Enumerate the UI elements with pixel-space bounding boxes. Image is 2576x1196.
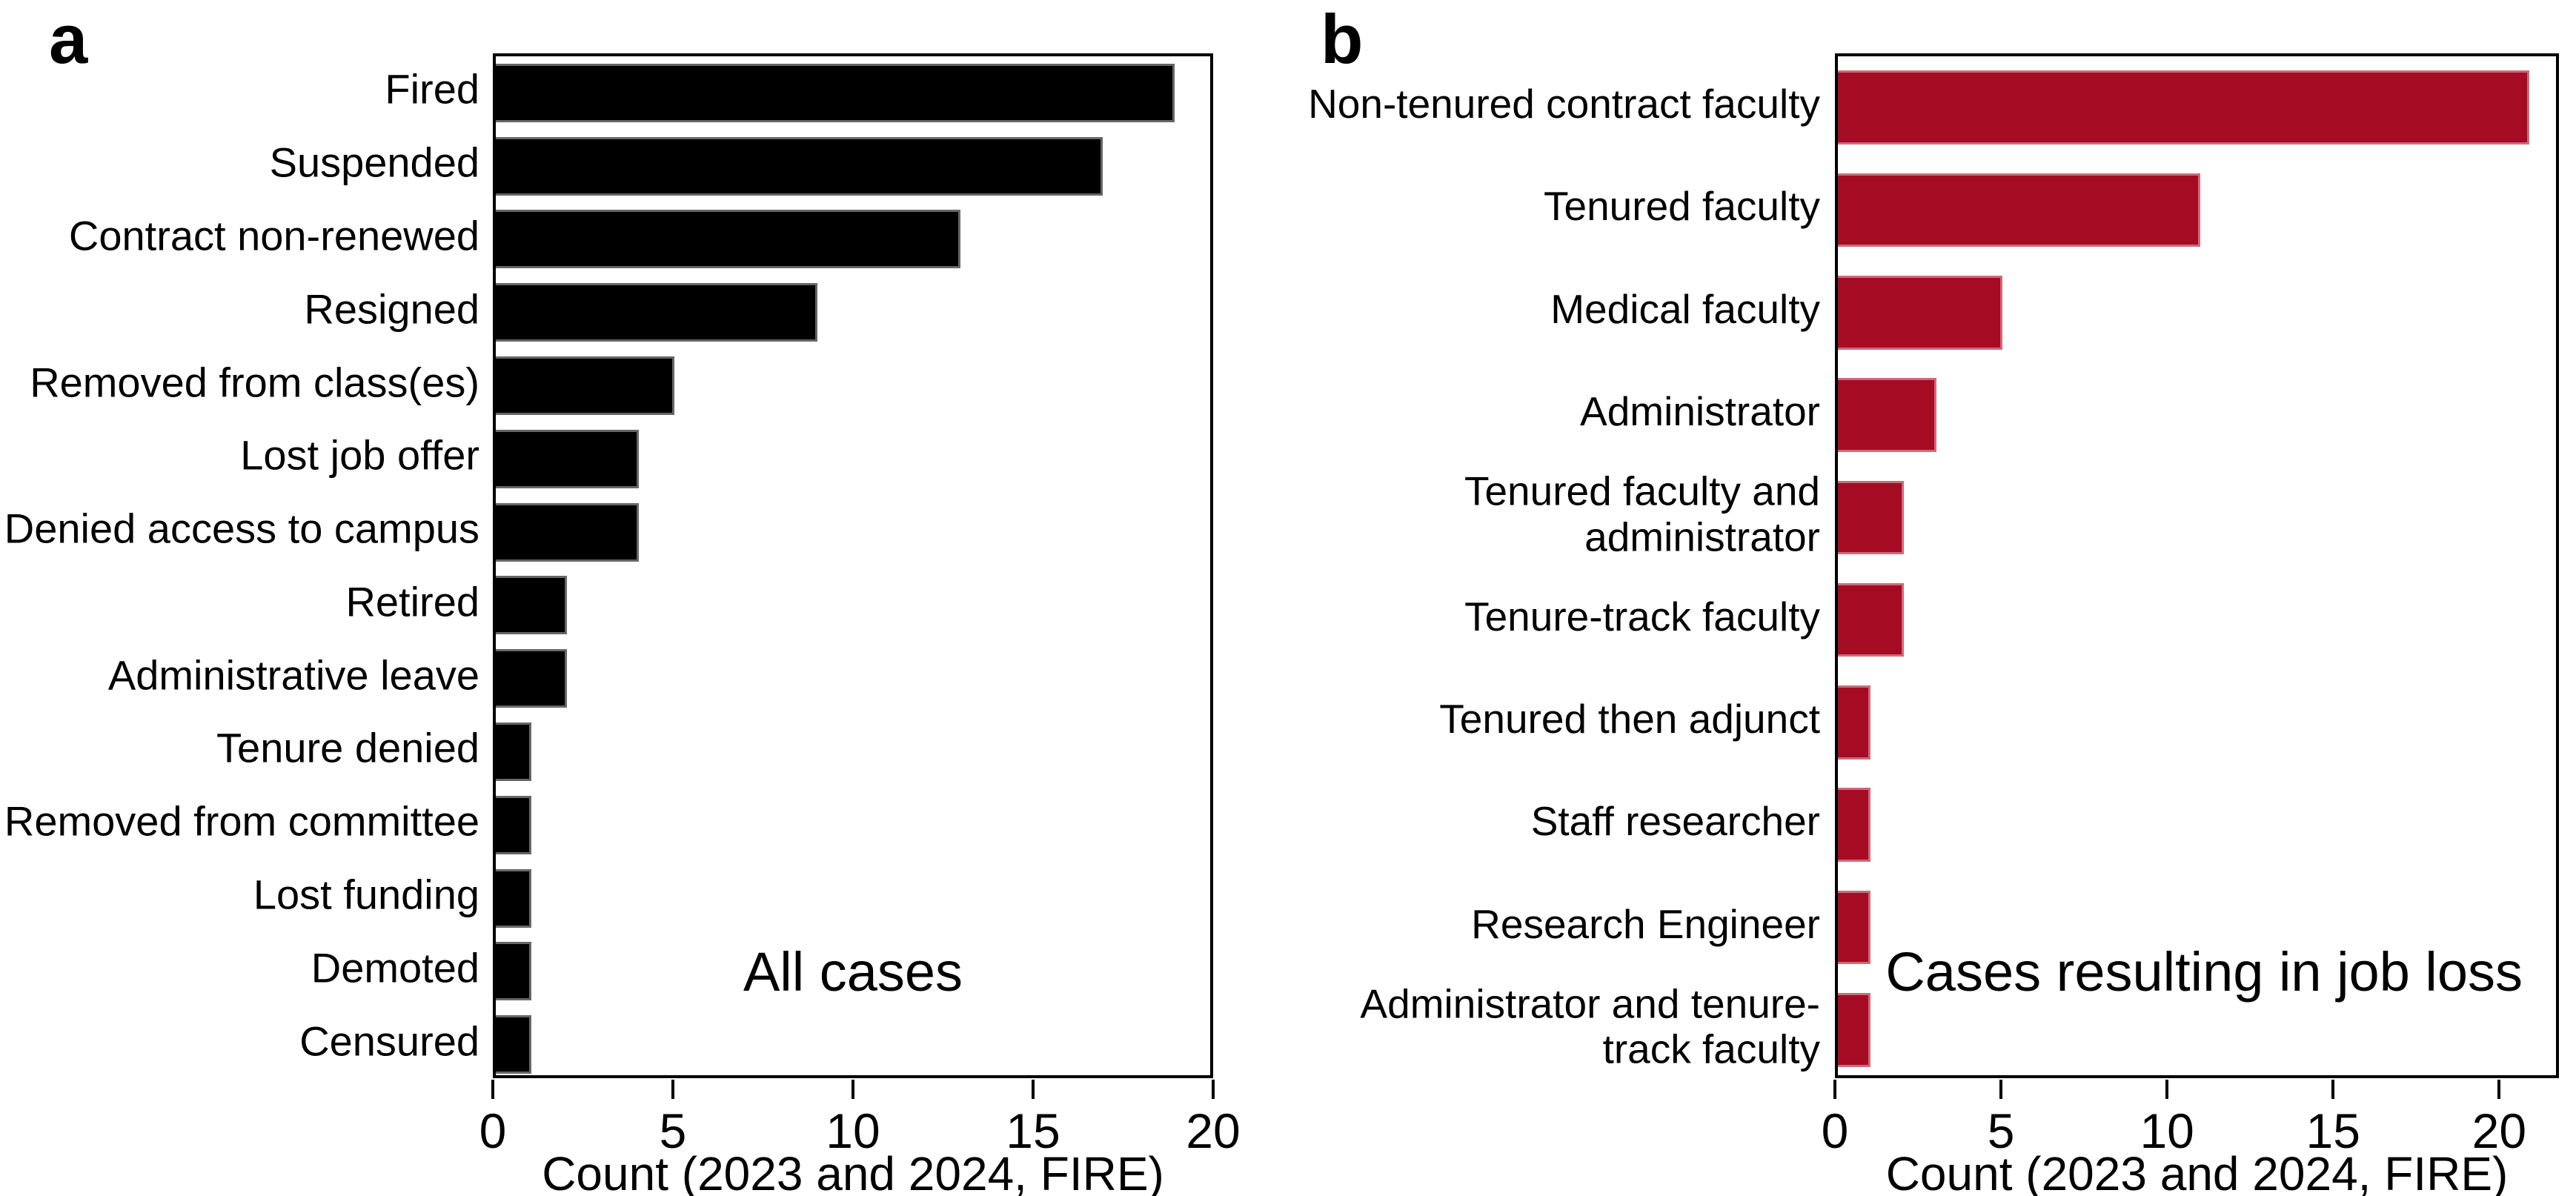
panel-b-plot: Cases resulting in job loss bbox=[1835, 53, 2559, 1078]
panel-a-letter: a bbox=[49, 0, 88, 78]
bar-0-6 bbox=[496, 502, 639, 562]
x-tick-mark-1-0 bbox=[1833, 1080, 1836, 1099]
panel-a-category-labels: Fired Suspended Contract non-renewed Resign… bbox=[4, 53, 479, 1078]
panel-b-annotation: Cases resulting in job loss bbox=[1885, 941, 2523, 1003]
panel-a-x-axis-label: Count (2023 and 2024, FIRE) bbox=[542, 1147, 1164, 1196]
x-tick-mark-0-20 bbox=[1212, 1080, 1215, 1099]
bar-1-9 bbox=[1838, 993, 1871, 1067]
bar-1-3 bbox=[1838, 378, 1937, 452]
x-tick-label-1-20: 20 bbox=[2472, 1103, 2527, 1158]
x-tick-mark-1-15 bbox=[2331, 1080, 2335, 1099]
x-tick-mark-0-15 bbox=[1032, 1080, 1035, 1099]
category-label-0-0: Fired bbox=[385, 66, 479, 113]
x-tick-label-1-0: 0 bbox=[1821, 1103, 1849, 1158]
x-tick-label-0-20: 20 bbox=[1186, 1103, 1241, 1158]
bar-0-10 bbox=[496, 795, 532, 854]
x-tick-mark-0-0 bbox=[491, 1080, 494, 1099]
x-tick-label-1-15: 15 bbox=[2306, 1103, 2360, 1158]
category-label-1-8: Research Engineer bbox=[1471, 900, 1820, 947]
bar-1-6 bbox=[1838, 685, 1871, 760]
x-tick-label-1-5: 5 bbox=[1987, 1103, 2015, 1158]
bar-1-7 bbox=[1838, 788, 1871, 863]
category-label-1-6: Tenured then adjunct bbox=[1439, 696, 1820, 742]
category-label-1-2: Medical faculty bbox=[1550, 285, 1820, 332]
bar-0-8 bbox=[496, 649, 568, 708]
bar-0-5 bbox=[496, 429, 639, 488]
panel-b-letter: b bbox=[1321, 0, 1364, 78]
category-label-1-3: Administrator bbox=[1580, 388, 1820, 435]
x-tick-label-0-5: 5 bbox=[659, 1103, 687, 1158]
category-label-0-13: Censured bbox=[299, 1017, 479, 1065]
bar-0-4 bbox=[496, 356, 674, 416]
bar-1-1 bbox=[1838, 173, 2200, 247]
panel-a-x-axis: 0 5 10 15 20 bbox=[479, 1080, 1241, 1169]
category-label-0-3: Resigned bbox=[304, 285, 479, 333]
category-label-1-9: Administrator and tenure- track faculty bbox=[1360, 980, 1820, 1072]
category-label-0-12: Demoted bbox=[311, 944, 479, 991]
category-label-1-4: Tenured faculty and administrator bbox=[1464, 468, 1820, 560]
category-label-1-0: Non-tenured contract faculty bbox=[1308, 81, 1820, 127]
x-tick-mark-1-5 bbox=[1999, 1080, 2003, 1099]
category-label-0-7: Retired bbox=[345, 578, 479, 625]
bar-1-5 bbox=[1838, 582, 1904, 657]
category-label-0-5: Lost job offer bbox=[240, 431, 479, 479]
bar-1-2 bbox=[1838, 275, 2003, 350]
category-label-0-2: Contract non-renewed bbox=[68, 212, 479, 259]
bar-0-0 bbox=[496, 63, 1175, 122]
category-label-1-7: Staff researcher bbox=[1530, 798, 1820, 845]
category-label-0-8: Administrative leave bbox=[107, 651, 479, 699]
bar-1-0 bbox=[1838, 70, 2530, 144]
category-label-1-1: Tenured faculty bbox=[1544, 183, 1820, 230]
bar-0-7 bbox=[496, 576, 568, 635]
category-label-0-1: Suspended bbox=[269, 139, 479, 186]
bar-0-9 bbox=[496, 722, 532, 781]
category-label-0-9: Tenure denied bbox=[216, 725, 479, 772]
panel-a-plot: All cases bbox=[493, 53, 1213, 1078]
x-tick-label-1-10: 10 bbox=[2140, 1103, 2194, 1158]
x-tick-label-0-15: 15 bbox=[1006, 1103, 1060, 1158]
bar-1-4 bbox=[1838, 480, 1904, 555]
panel-a-annotation: All cases bbox=[743, 941, 963, 1003]
panel-b-x-axis: 0 5 10 15 20 bbox=[1822, 1080, 2559, 1169]
x-tick-label-0-10: 10 bbox=[826, 1103, 880, 1158]
bar-0-11 bbox=[496, 868, 532, 928]
panel-b-x-axis-label: Count (2023 and 2024, FIRE) bbox=[1885, 1147, 2509, 1196]
bar-0-12 bbox=[496, 942, 532, 1001]
category-label-1-5: Tenure-track faculty bbox=[1464, 593, 1820, 639]
x-tick-mark-1-10 bbox=[2165, 1080, 2169, 1099]
category-label-0-10: Removed from committee bbox=[4, 797, 479, 845]
x-tick-mark-1-20 bbox=[2497, 1080, 2501, 1099]
bar-0-2 bbox=[496, 210, 960, 269]
category-label-0-4: Removed from class(es) bbox=[30, 359, 479, 406]
x-tick-mark-0-5 bbox=[671, 1080, 674, 1099]
bar-0-1 bbox=[496, 136, 1103, 196]
bar-0-3 bbox=[496, 283, 817, 342]
category-label-0-6: Denied access to campus bbox=[4, 505, 479, 552]
category-label-0-11: Lost funding bbox=[253, 871, 479, 918]
x-tick-mark-0-10 bbox=[852, 1080, 854, 1099]
bar-1-8 bbox=[1838, 890, 1871, 965]
bar-0-13 bbox=[496, 1015, 532, 1074]
panel-b-category-labels: Non-tenured contract faculty Tenured facu… bbox=[1288, 53, 1820, 1078]
x-tick-label-0-0: 0 bbox=[479, 1103, 507, 1158]
